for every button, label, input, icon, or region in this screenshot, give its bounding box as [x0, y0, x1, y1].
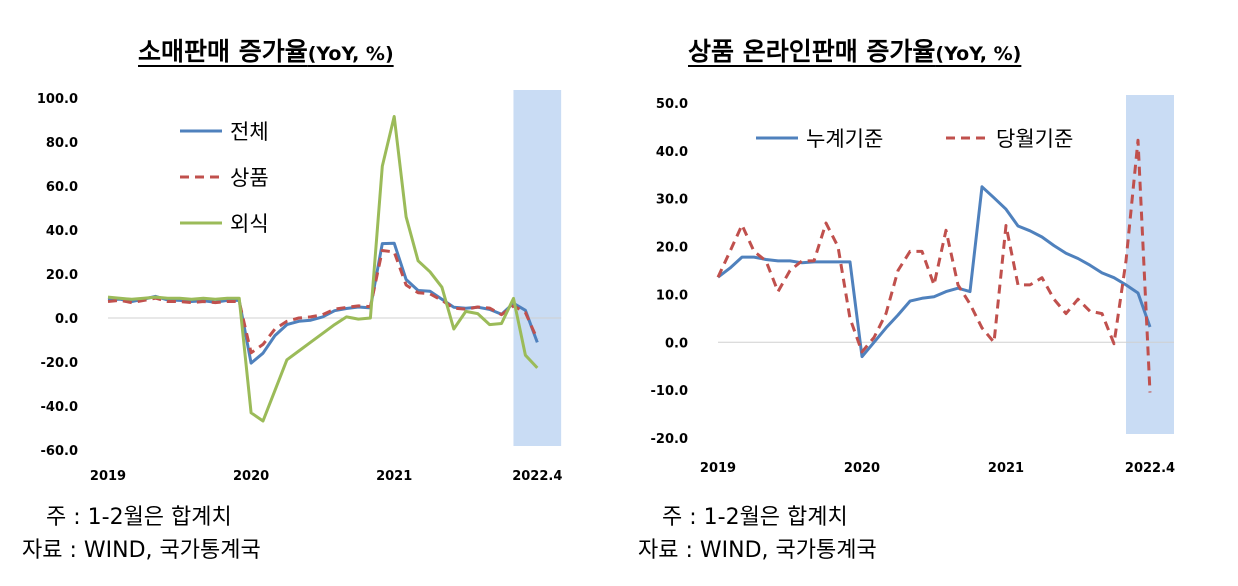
y-tick-label: 40.0 [656, 145, 688, 160]
series-line [107, 249, 539, 355]
y-tick-label: 50.0 [656, 97, 688, 112]
x-tick-label: 2019 [700, 461, 736, 476]
left-chart-panel: 소매판매 증가율(YoY, %) -60.0 -40.0 -20.0 0.0 20.0 4… [22, 37, 562, 563]
chart-note: 주 : 1-2월은 합계치 [46, 505, 232, 530]
x-tick-label: 2021 [376, 469, 412, 484]
y-tick-label: 10.0 [656, 288, 688, 303]
y-tick-label: 30.0 [656, 193, 688, 208]
online-sales-chart: -20.0 -10.0 0.0 10.0 20.0 30.0 40.0 50.0 2019 202… [651, 95, 1175, 476]
x-tick-label: 2020 [233, 469, 269, 484]
chart-title: 소매판매 증가율(YoY, %) [138, 37, 394, 66]
legend-label: 누계기준 [806, 127, 883, 151]
x-tick-label: 2021 [988, 461, 1024, 476]
y-tick-label: -20.0 [41, 356, 78, 371]
legend-label: 상품 [230, 166, 269, 190]
y-tick-label: 60.0 [46, 180, 78, 195]
y-tick-label: -40.0 [41, 400, 78, 415]
series-line [107, 115, 539, 423]
y-tick-label: 100.0 [37, 92, 78, 107]
legend-label: 당월기준 [996, 127, 1073, 151]
y-tick-label: 20.0 [46, 268, 78, 283]
chart-note: 주 : 1-2월은 합계치 [662, 505, 848, 530]
y-tick-label: -10.0 [651, 384, 688, 399]
y-tick-label: 40.0 [46, 224, 78, 239]
y-tick-label: 80.0 [46, 136, 78, 151]
y-tick-label: 0.0 [55, 312, 78, 327]
chart-source: 자료 : WIND, 국가통계국 [638, 538, 877, 563]
series-line [716, 138, 1152, 393]
right-chart-panel: 상품 온라인판매 증가율(YoY, %) -20.0 -10.0 0.0 10.0 20… [620, 0, 1238, 586]
legend-label: 외식 [230, 212, 269, 236]
x-tick-label: 2019 [90, 469, 126, 484]
series-line [107, 241, 539, 365]
series-line [717, 185, 1152, 359]
y-tick-label: -20.0 [651, 432, 688, 447]
x-tick-label: 2022.4 [512, 469, 562, 484]
chart-title: 상품 온라인판매 증가율(YoY, %) [688, 37, 1022, 66]
highlight-band [513, 90, 562, 446]
retail-sales-chart: -60.0 -40.0 -20.0 0.0 20.0 40.0 60.0 80.0 100.0 2… [37, 90, 562, 484]
x-tick-label: 2022.4 [1125, 461, 1175, 476]
y-tick-label: 20.0 [656, 241, 688, 256]
legend-label: 전체 [230, 120, 269, 144]
x-tick-label: 2020 [844, 461, 880, 476]
y-tick-label: -60.0 [41, 444, 78, 459]
y-tick-label: 0.0 [665, 336, 688, 351]
chart-source: 자료 : WIND, 국가통계국 [22, 538, 261, 563]
